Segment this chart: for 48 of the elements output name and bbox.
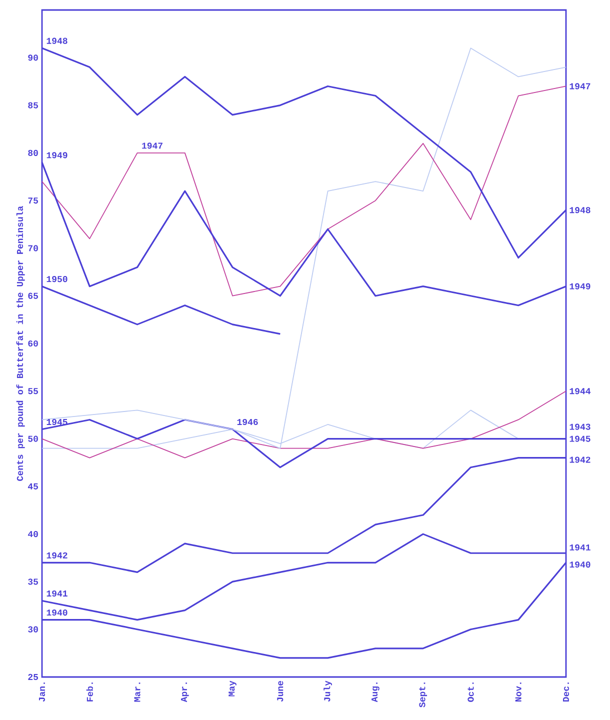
x-tick-label: Feb. <box>86 682 93 702</box>
x-tick-label: Sept. <box>419 682 428 708</box>
line-series <box>42 48 566 449</box>
y-tick-label: 85 <box>28 102 38 108</box>
annotation: 1949 <box>46 152 68 158</box>
annotation: 1940 <box>570 562 590 568</box>
x-tick-label: Oct. <box>468 682 474 702</box>
x-tick-label: July <box>324 680 332 702</box>
annotation: 1945 <box>570 436 590 442</box>
x-tick-label: Dec. <box>562 682 570 702</box>
annotation: 1941 <box>570 544 590 550</box>
y-tick-label: 25 <box>28 674 38 680</box>
y-tick-label: 90 <box>28 54 38 61</box>
y-tick-label: 55 <box>28 388 38 394</box>
annotation: 1947 <box>142 142 162 149</box>
x-tick-label: Jan. <box>38 682 46 702</box>
annotation: 1949 <box>570 283 590 290</box>
annotation: 1941 <box>46 590 68 597</box>
annotation: 1944 <box>570 388 591 394</box>
y-tick-label: 50 <box>28 436 38 442</box>
y-tick-label: 45 <box>28 483 38 490</box>
x-tick-label: May <box>228 680 236 696</box>
y-tick-label: 80 <box>28 150 38 156</box>
y-tick-label: 60 <box>28 340 38 347</box>
annotation: 1947 <box>570 83 590 90</box>
y-tick-label: 70 <box>28 245 38 252</box>
x-tick-label: Mar. <box>134 682 140 702</box>
y-tick-label: 75 <box>28 198 38 204</box>
annotation: 1942 <box>46 552 68 558</box>
y-tick-label: 30 <box>28 626 38 632</box>
annotation: 1948 <box>570 207 590 214</box>
x-tick-label: Aug. <box>372 682 380 702</box>
annotation: 1942 <box>570 456 590 463</box>
y-tick-label: 35 <box>28 578 38 585</box>
annotation: 1948 <box>46 38 68 44</box>
y-tick-label: 40 <box>28 531 38 538</box>
line-series <box>42 390 566 458</box>
annotation: 1950 <box>46 276 68 282</box>
annotation: 1940 <box>46 610 68 616</box>
y-tick-label: 65 <box>28 292 38 299</box>
annotation: 1946 <box>237 418 258 426</box>
x-tick-label: Nov. <box>515 682 522 702</box>
annotation: 1945 <box>46 418 68 426</box>
x-tick-label: June <box>277 680 284 702</box>
x-tick-label: Apr. <box>181 682 189 702</box>
line-series <box>42 86 566 296</box>
annotation: 1943 <box>570 424 590 430</box>
y-axis-title: Cents per pound of Butterfat in the Upper Peninsula <box>16 206 25 481</box>
